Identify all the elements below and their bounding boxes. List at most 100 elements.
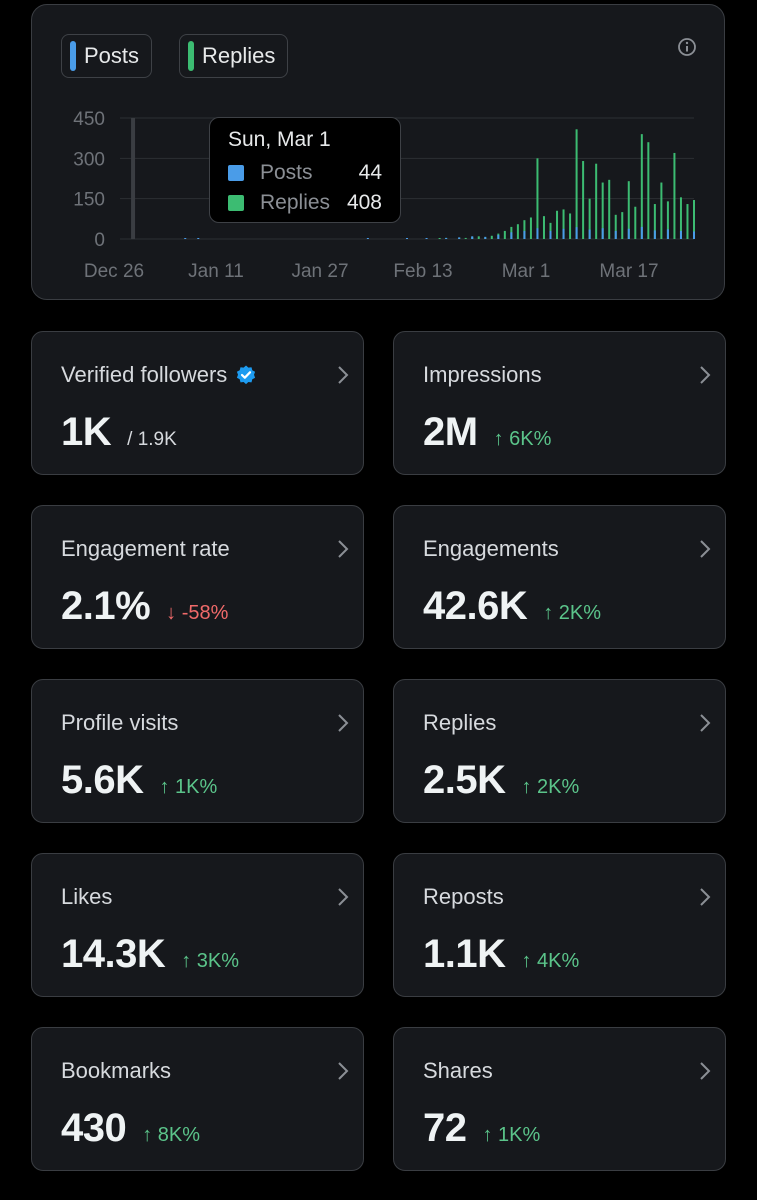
replies-bar bbox=[595, 163, 598, 239]
tooltip-replies-swatch bbox=[228, 195, 244, 211]
chevron-right-icon bbox=[338, 540, 349, 558]
replies-bar bbox=[601, 182, 604, 239]
stat-delta: ↑ 3K% bbox=[181, 950, 240, 972]
posts-bar bbox=[536, 228, 539, 239]
x-tick-label: Mar 1 bbox=[502, 261, 551, 282]
stat-value: 14.3K bbox=[61, 932, 166, 976]
stat-value: 2M bbox=[423, 410, 478, 454]
posts-bar bbox=[588, 229, 591, 239]
stat-value-row: 2M ↑ 6K% bbox=[423, 410, 551, 455]
chevron-right-icon bbox=[338, 888, 349, 906]
stat-delta: ↑ 2K% bbox=[521, 776, 580, 798]
replies-bar bbox=[569, 213, 572, 239]
replies-bar bbox=[647, 142, 650, 239]
y-tick-label: 450 bbox=[73, 109, 105, 130]
chevron-right-icon bbox=[700, 1062, 711, 1080]
stat-value-row: 1K / 1.9K bbox=[61, 410, 177, 455]
y-tick-label: 0 bbox=[94, 230, 105, 251]
posts-bar bbox=[510, 232, 513, 239]
replies-swatch bbox=[188, 41, 194, 71]
replies-bar bbox=[660, 182, 663, 239]
replies-bar bbox=[575, 129, 578, 239]
stat-value-row: 2.5K ↑ 2K% bbox=[423, 758, 579, 803]
posts-bar bbox=[458, 237, 461, 239]
stat-value: 5.6K bbox=[61, 758, 144, 802]
stat-label: Impressions bbox=[423, 362, 542, 387]
stat-value: 2.1% bbox=[61, 584, 151, 628]
chart-tooltip: Sun, Mar 1 Posts 44 Replies 408 bbox=[209, 117, 401, 223]
stat-card-verified-followers[interactable]: Verified followers 1K / 1.9K bbox=[31, 331, 364, 475]
posts-bar bbox=[471, 236, 474, 239]
verified-badge-icon bbox=[237, 365, 256, 385]
stat-value: 1.1K bbox=[423, 932, 506, 976]
stat-card-profile-visits[interactable]: Profile visits 5.6K ↑ 1K% bbox=[31, 679, 364, 823]
stat-value: 430 bbox=[61, 1106, 127, 1150]
tooltip-row-posts: Posts 44 bbox=[228, 158, 382, 188]
replies-bar bbox=[686, 204, 689, 239]
y-tick-label: 150 bbox=[73, 190, 105, 211]
stat-value: 2.5K bbox=[423, 758, 506, 802]
stat-card-engagement-rate[interactable]: Engagement rate 2.1% ↓ -58% bbox=[31, 505, 364, 649]
activity-chart-card: Posts Replies 450 300 150 0 Dec 26 Jan 11 Jan … bbox=[31, 4, 725, 300]
tooltip-posts-value: 44 bbox=[358, 161, 382, 184]
replies-bar bbox=[516, 224, 519, 239]
stat-label: Engagement rate bbox=[61, 536, 230, 561]
x-tick-label: Feb 13 bbox=[393, 261, 452, 282]
chevron-right-icon bbox=[338, 714, 349, 732]
replies-bar bbox=[503, 230, 506, 239]
posts-bar bbox=[497, 234, 500, 239]
chevron-right-icon bbox=[338, 366, 349, 384]
stat-label: Shares bbox=[423, 1058, 493, 1083]
stat-label: Profile visits bbox=[61, 710, 179, 735]
stat-card-shares[interactable]: Shares 72 ↑ 1K% bbox=[393, 1027, 726, 1171]
posts-bar bbox=[640, 226, 643, 239]
replies-bar bbox=[640, 134, 643, 239]
stat-card-impressions[interactable]: Impressions 2M ↑ 6K% bbox=[393, 331, 726, 475]
replies-bar bbox=[621, 212, 624, 239]
legend-toggle-replies[interactable]: Replies bbox=[179, 34, 289, 78]
stat-label: Bookmarks bbox=[61, 1058, 172, 1083]
posts-bar bbox=[601, 228, 604, 239]
posts-bar bbox=[406, 238, 408, 239]
info-icon[interactable] bbox=[676, 36, 698, 58]
x-tick-label: Mar 17 bbox=[599, 261, 658, 282]
chevron-right-icon bbox=[700, 540, 711, 558]
x-tick-label: Jan 27 bbox=[291, 261, 348, 282]
stat-label: Engagements bbox=[423, 536, 559, 561]
chevron-right-icon bbox=[338, 1062, 349, 1080]
posts-bar bbox=[445, 237, 448, 239]
replies-bar bbox=[477, 236, 480, 239]
stat-delta: ↑ 1K% bbox=[482, 1124, 541, 1146]
posts-bar bbox=[653, 230, 656, 239]
stat-card-replies[interactable]: Replies 2.5K ↑ 2K% bbox=[393, 679, 726, 823]
replies-bar bbox=[523, 220, 526, 239]
posts-bar bbox=[197, 238, 200, 239]
chevron-right-icon bbox=[700, 366, 711, 384]
stat-card-bookmarks[interactable]: Bookmarks 430 ↑ 8K% bbox=[31, 1027, 364, 1171]
tooltip-date: Sun, Mar 1 bbox=[228, 128, 331, 151]
replies-bar bbox=[666, 201, 669, 239]
posts-bar bbox=[184, 238, 187, 239]
legend-toggle-posts[interactable]: Posts bbox=[61, 34, 153, 78]
stat-card-likes[interactable]: Likes 14.3K ↑ 3K% bbox=[31, 853, 364, 997]
stat-total: / 1.9K bbox=[127, 429, 177, 450]
posts-bar bbox=[562, 228, 565, 239]
replies-bar bbox=[653, 204, 656, 239]
replies-bar bbox=[556, 210, 559, 239]
stat-value-row: 42.6K ↑ 2K% bbox=[423, 584, 601, 629]
stat-delta: ↑ 1K% bbox=[159, 776, 218, 798]
tooltip-posts-swatch bbox=[228, 165, 244, 181]
stat-value-row: 14.3K ↑ 3K% bbox=[61, 932, 239, 977]
x-tick-label: Jan 11 bbox=[188, 261, 244, 282]
stat-label-wrap: Verified followers bbox=[61, 362, 257, 388]
replies-bar bbox=[529, 217, 532, 239]
posts-bar bbox=[484, 236, 487, 239]
x-tick-label: Dec 26 bbox=[84, 261, 144, 282]
stat-card-reposts[interactable]: Reposts 1.1K ↑ 4K% bbox=[393, 853, 726, 997]
tooltip-posts-name: Posts bbox=[260, 161, 313, 184]
posts-swatch bbox=[70, 41, 76, 71]
stat-card-engagements[interactable]: Engagements 42.6K ↑ 2K% bbox=[393, 505, 726, 649]
stat-delta: ↓ -58% bbox=[166, 602, 229, 624]
tooltip-row-replies: Replies 408 bbox=[228, 188, 382, 218]
stat-label: Replies bbox=[423, 710, 497, 735]
